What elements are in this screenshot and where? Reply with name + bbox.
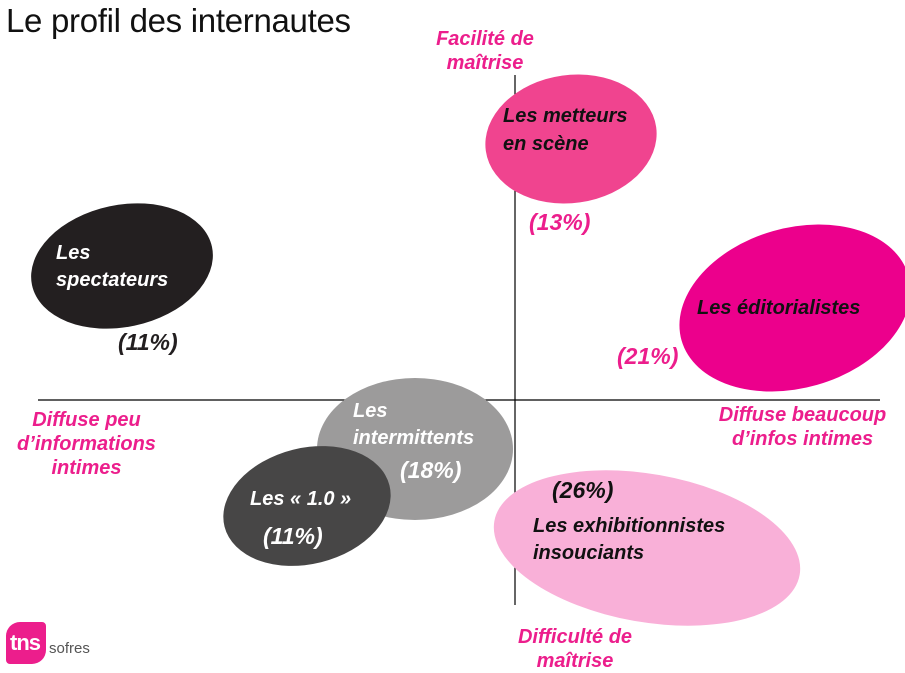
label-exhibitionnistes: Les exhibitionnistes insouciants bbox=[533, 515, 726, 564]
label-un-zero: Les « 1.0 » bbox=[250, 488, 352, 510]
pct-editorialistes: (21%) bbox=[617, 343, 679, 369]
pct-exhibitionnistes: (26%) bbox=[552, 477, 614, 503]
page-title: Le profil des internautes bbox=[6, 2, 351, 39]
axis-label-top: Facilité de maîtrise bbox=[436, 28, 534, 74]
tns-sofres-logo: tns sofres bbox=[6, 622, 106, 667]
label-intermittents: Les intermittents bbox=[353, 400, 475, 449]
label-metteurs: Les metteurs en scène bbox=[503, 105, 628, 155]
pct-metteurs: (13%) bbox=[529, 209, 591, 235]
axis-label-bottom: Difficulté de maîtrise bbox=[517, 626, 633, 672]
pct-un-zero: (11%) bbox=[263, 523, 323, 549]
pct-spectateurs: (11%) bbox=[118, 329, 178, 355]
logo-sofres-text: sofres bbox=[49, 640, 90, 657]
axis-label-right: Diffuse beaucoup d’infos intimes bbox=[718, 404, 887, 450]
label-spectateurs: Les spectateurs bbox=[56, 242, 169, 291]
label-editorialistes: Les éditorialistes bbox=[697, 297, 861, 319]
axis-label-left: Diffuse peu d’informations intimes bbox=[17, 409, 156, 479]
pct-intermittents: (18%) bbox=[400, 457, 462, 483]
logo-mark: tns bbox=[6, 622, 46, 664]
logo-tns-text: tns bbox=[10, 630, 41, 655]
